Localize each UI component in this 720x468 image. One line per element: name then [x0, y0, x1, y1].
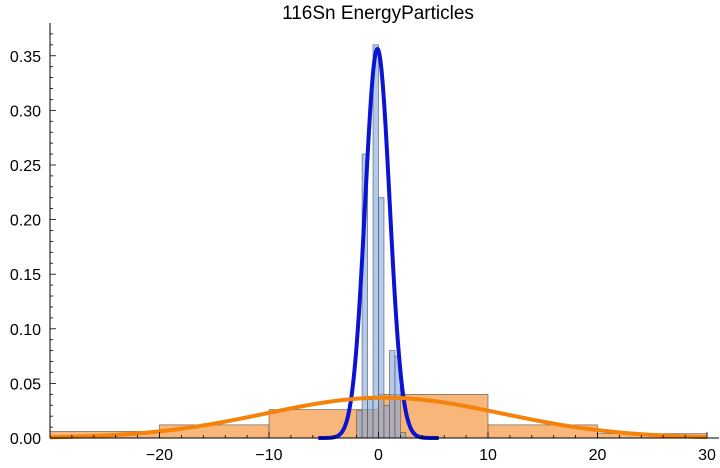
chart-title: 116Sn EnergyParticles: [282, 3, 474, 24]
blue-histogram-bar: [383, 404, 390, 439]
blue-histogram-bar: [389, 350, 396, 439]
x-tick-label: 0: [374, 447, 383, 464]
orange-fit-curve: [49, 395, 708, 440]
axes: −20 −10 0 10 20 30 0.00 0.05 0.10 0.15 0.20 0.25 0.3…: [10, 23, 719, 464]
y-tick-label: 0.35: [10, 49, 41, 66]
y-tick-label: 0.10: [10, 322, 41, 339]
y-tick-label: 0.30: [10, 103, 41, 120]
x-tick-label: 30: [698, 447, 716, 464]
x-tick-label: −20: [146, 447, 173, 464]
blue-histogram-bar: [372, 44, 379, 439]
blue-histogram-bar: [367, 399, 374, 439]
y-tick-label: 0.20: [10, 213, 41, 230]
y-tick-label: 0.25: [10, 158, 41, 175]
fitted-curves: [49, 47, 708, 440]
y-tick-label: 0.15: [10, 267, 41, 284]
x-tick-label: −10: [255, 447, 282, 464]
blue-fit-curve: [316, 47, 441, 440]
y-tick-label: 0.00: [10, 431, 41, 448]
blue-histogram-bar: [400, 432, 407, 439]
blue-histogram-bar: [378, 197, 385, 439]
y-tick-label: 0.05: [10, 376, 41, 393]
x-tick-label: 20: [589, 447, 607, 464]
blue-histogram-bar: [356, 410, 363, 439]
x-tick-label: 10: [479, 447, 497, 464]
orange-histogram-bar: [159, 424, 270, 439]
